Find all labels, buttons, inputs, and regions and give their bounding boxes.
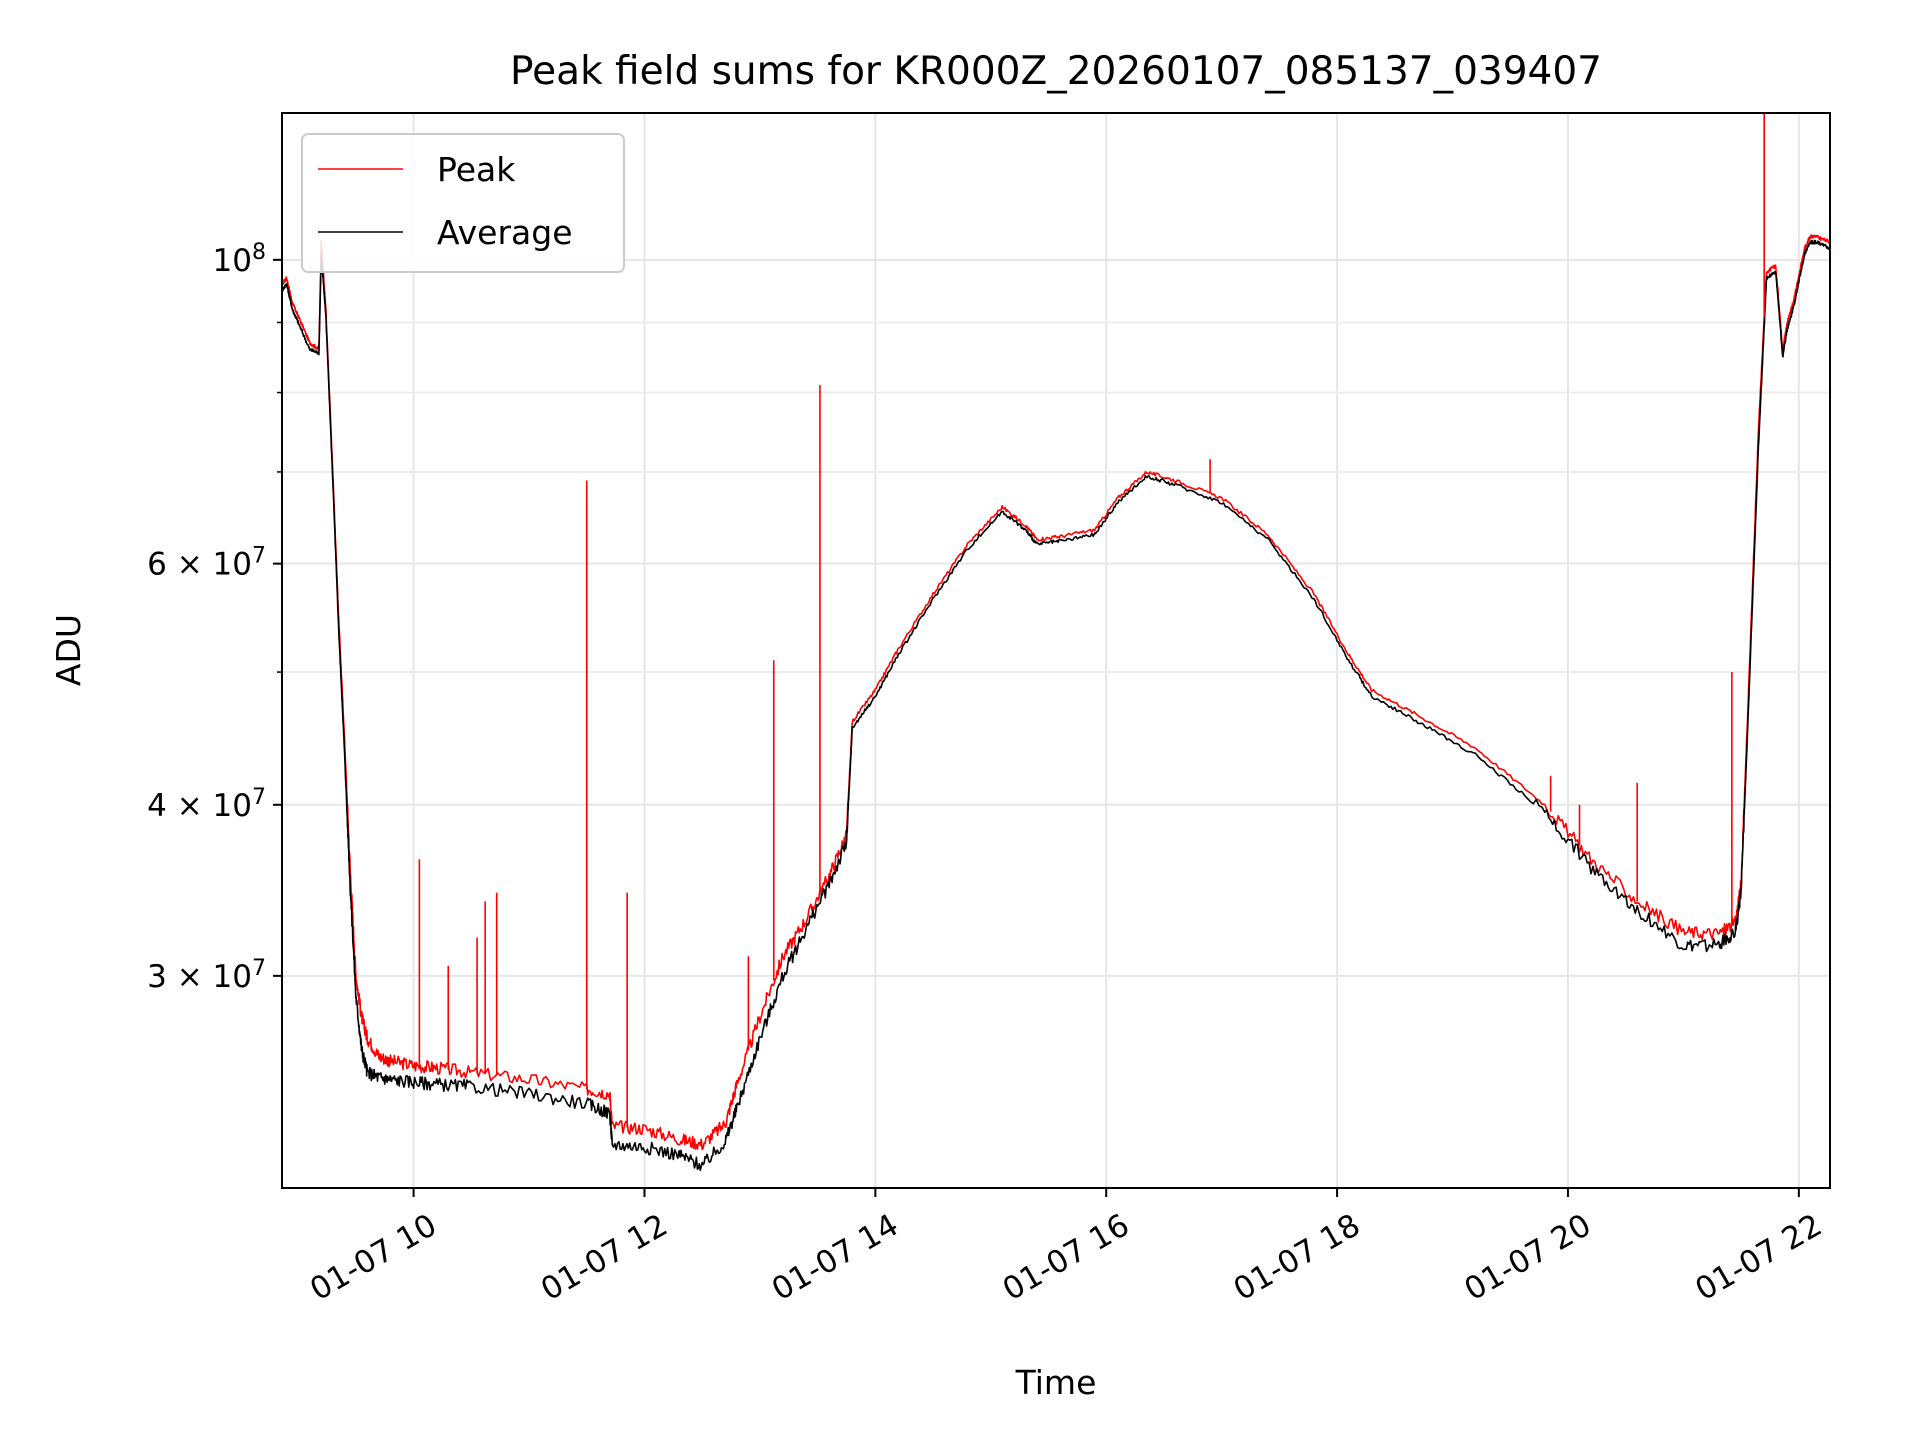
legend-label-average: Average <box>437 213 573 252</box>
plot-area <box>282 113 1830 1171</box>
y-tick-label: 4 × 107 <box>147 784 266 824</box>
y-tick-label: 3 × 107 <box>147 955 266 995</box>
legend-label-peak: Peak <box>437 150 516 189</box>
y-axis: 3 × 107 4 × 107 6 × 107 108 <box>147 239 282 995</box>
series-line-average <box>282 239 1830 1171</box>
x-axis-label: Time <box>1015 1363 1097 1402</box>
plot-frame <box>281 112 1831 1189</box>
y-tick-label: 108 <box>213 239 266 279</box>
y-axis-label: ADU <box>49 614 88 686</box>
legend: Peak Average <box>301 133 625 273</box>
chart-title: Peak field sums for KR000Z_20260107_0851… <box>510 49 1602 94</box>
y-tick-label: 6 × 107 <box>147 543 266 583</box>
